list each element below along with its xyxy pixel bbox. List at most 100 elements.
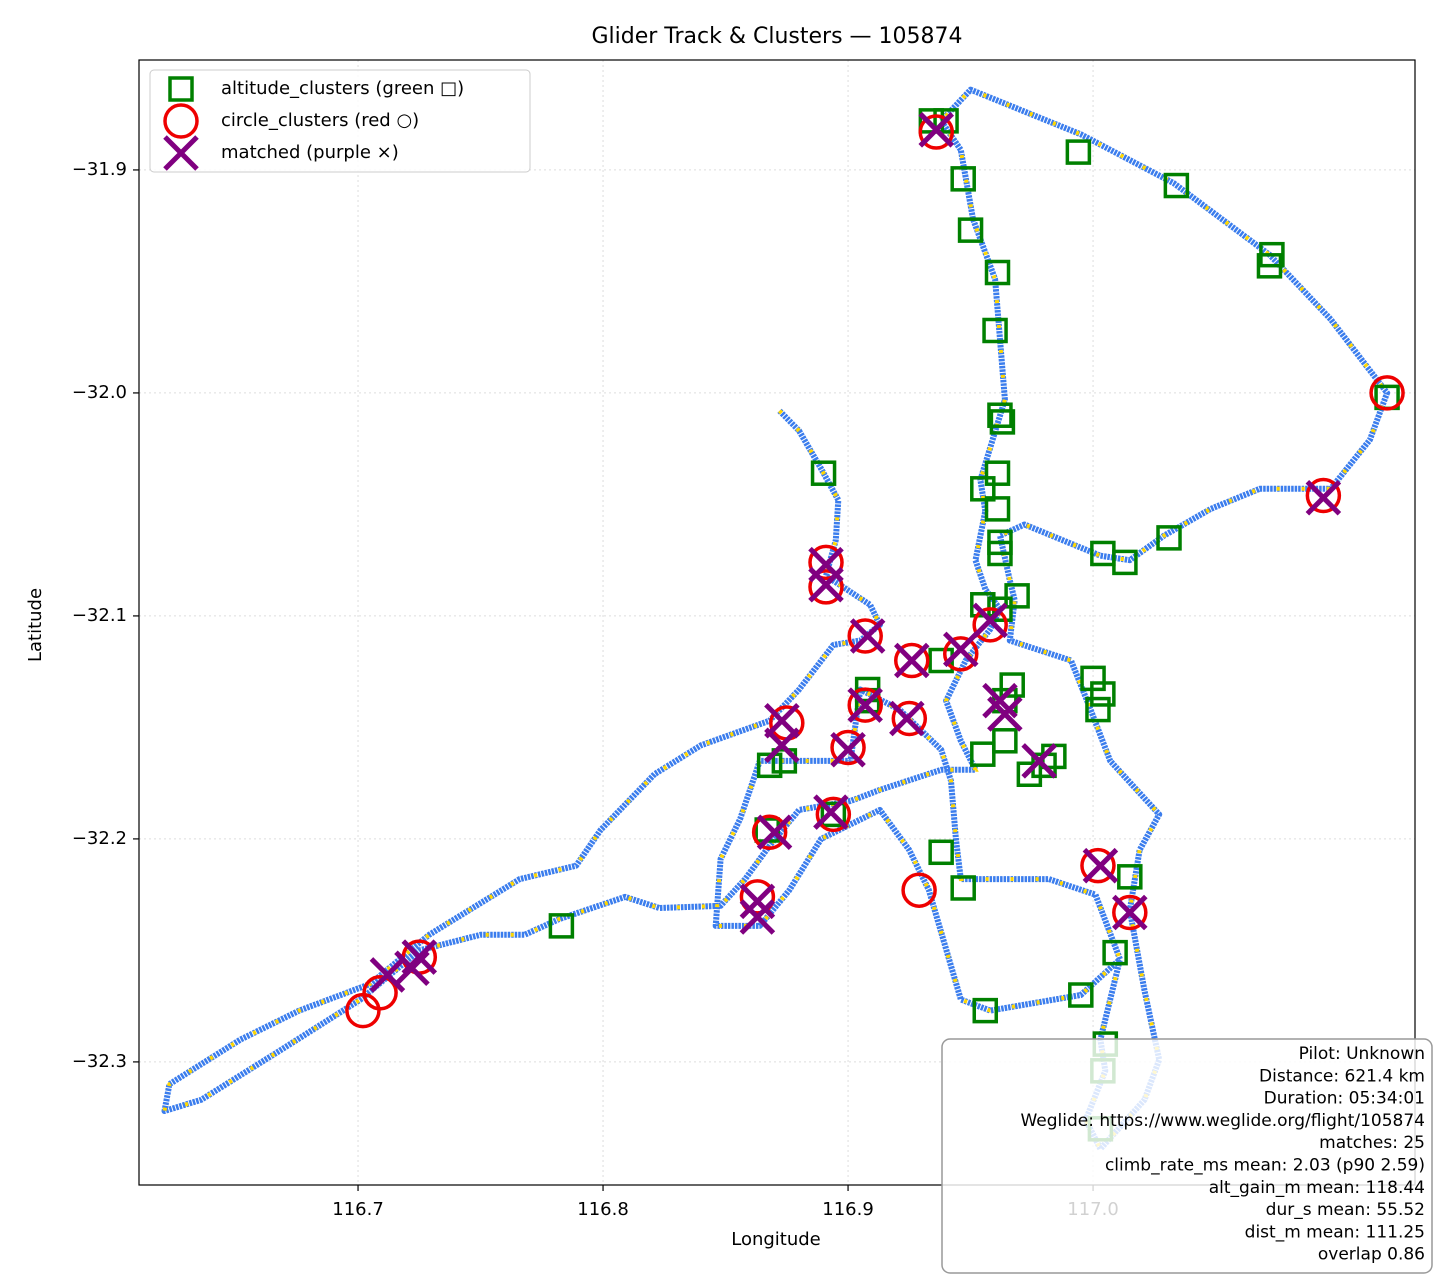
circle-marker [1305,477,1342,514]
square-marker [1090,681,1116,707]
square-marker [957,217,984,243]
circle-marker [943,636,979,672]
square-marker [933,108,959,134]
x-marker [756,814,793,850]
x-marker [893,642,930,679]
info-box-frame [941,1038,1433,1274]
square-marker [970,476,996,502]
x-marker [849,618,886,654]
square-marker [984,460,1011,486]
circle-marker [830,729,866,766]
circle-marker [1369,375,1405,411]
square-marker [928,839,954,866]
x-marker [813,794,849,830]
square-marker [992,728,1018,754]
square-marker [820,801,847,828]
square-marker [1156,525,1182,551]
legend-label: circle_clusters (red ○) [221,110,419,131]
circle-marker [901,872,937,908]
square-marker [1256,253,1283,279]
x-marker [1021,743,1057,779]
y-tick-label: −32.0 [72,382,127,403]
info-line: Pilot: Unknown [1299,1044,1425,1064]
square-marker [984,496,1011,522]
circle-marker [808,569,844,605]
square-marker [970,741,996,767]
square-marker [1112,549,1138,576]
x-marker [847,687,883,723]
legend-box [149,69,531,173]
circle-marker [847,618,883,654]
legend: altitude_clusters (green □) circle_cluste… [149,69,531,173]
square-marker [987,402,1013,428]
x-marker [764,727,800,764]
circle-marker [751,814,788,850]
info-line: overlap 0.86 [1318,1245,1425,1265]
y-tick-label: −32.2 [72,828,127,849]
info-line: climb_rate_ms mean: 2.03 (p90 2.59) [1105,1156,1425,1176]
info-line: Distance: 621.4 km [1259,1066,1425,1086]
circle-marker [1112,894,1148,931]
circle-marker [972,607,1008,643]
x-marker [972,602,1008,639]
x-marker [739,899,776,935]
info-line: dist_m mean: 111.25 [1245,1222,1425,1242]
square-marker [1068,982,1094,1008]
x-marker [918,112,955,148]
x-marker [942,631,979,668]
y-tick-label: −32.3 [72,1051,127,1072]
info-line: dur_s mean: 55.52 [1266,1200,1425,1220]
x-marker [394,950,430,987]
track-line [161,86,1391,1152]
x-marker [889,700,925,737]
square-marker [989,409,1016,435]
circle-marker [345,992,381,1029]
info-line: alt_gain_m mean: 118.44 [1209,1178,1425,1198]
x-marker [739,883,776,920]
square-marker [1085,696,1111,723]
legend-label: altitude_clusters (green □) [221,78,464,99]
x-marker [1305,479,1342,516]
square-marker [1102,939,1128,966]
square-marker [1016,761,1043,787]
circle-marker [1080,847,1116,884]
x-marker [1082,847,1119,884]
plot-area [161,86,1405,1153]
square-marker [950,875,976,901]
x-axis-label: Longitude [731,1229,821,1250]
square-marker [1117,864,1143,890]
x-marker [830,731,866,768]
circle-marker [891,700,928,737]
circle-marker [847,687,883,723]
square-marker [548,913,575,939]
circle-marker [894,642,930,679]
square-marker [1065,139,1092,165]
x-tick-label: 116.7 [332,1199,384,1220]
square-marker [950,166,976,192]
x-marker [987,696,1023,732]
x-marker [808,566,844,603]
y-axis-label: Latitude [25,588,46,662]
square-marker [810,460,837,486]
x-tick-label: 116.9 [822,1199,874,1220]
x-marker [1112,894,1148,931]
legend-marker [163,103,199,139]
square-marker [1004,583,1030,609]
legend-marker [168,76,194,102]
circle-marker [815,796,852,833]
square-marker [982,317,1008,344]
y-tick-label: −32.1 [72,605,127,626]
square-marker [1163,172,1190,199]
circle-marker [808,544,844,581]
y-tick-label: −31.9 [72,159,127,180]
circle-marker [739,879,776,915]
axes-frame [138,59,1416,1186]
info-line: Weglide: https://www.weglide.org/flight/… [1020,1111,1425,1131]
square-marker [972,997,999,1024]
legend-label: matched (purple ×) [221,142,399,163]
square-marker [999,672,1025,698]
legend-marker [163,135,199,171]
circle-marker [918,114,955,150]
